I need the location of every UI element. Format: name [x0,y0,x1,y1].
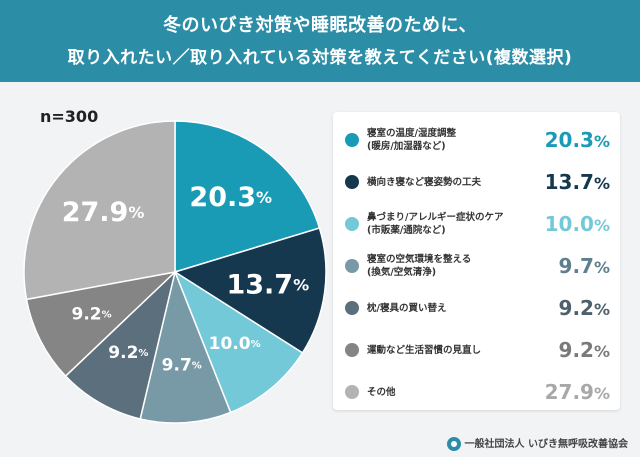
legend-label-6: 運動など生活習慣の見直し [367,345,482,356]
legend-label-3: 鼻づまり/アレルギー症状のケア (市販薬/通院など) [367,212,504,236]
organization-logo-icon [446,437,461,451]
pie-slice-1 [174,120,321,274]
pie-slice-label-7: 27.9% [62,197,145,228]
legend-label-5: 枕/寝具の買い替え [367,303,447,314]
pie-slice-label-6: 9.2% [72,305,112,325]
chart-title-line2: 取り入れたい／取り入れている対策を教えてください(複数選択) [67,48,573,68]
legend-label-1: 寝室の温度/湿度調整 (暖房/加湿器など) [367,128,456,152]
legend-swatch-3 [345,217,359,231]
footer-credit: 一般社団法人 いびき無呼吸改善協会 [446,435,628,451]
pie-slice-label-1: 20.3% [189,181,272,212]
pie-slice-2 [173,227,327,354]
pie-slice-label-3: 10.0% [209,334,261,354]
legend-swatch-7 [345,385,359,399]
legend-swatch-6 [345,343,359,357]
legend-label-7: その他 [367,387,396,398]
legend-swatch-1 [345,133,359,147]
legend-swatch-5 [345,301,359,315]
legend-panel: 寝室の温度/湿度調整 (暖房/加湿器など) 20.3% 横向き寝など寝姿勢の工夫 13.… [333,112,620,410]
legend-label-2: 横向き寝など寝姿勢の工夫 [367,177,482,188]
legend-item-5: 枕/寝具の買い替え 9.2% [333,288,620,330]
organization-name: 一般社団法人 いびき無呼吸改善協会 [464,439,628,450]
pie-slice-label-5: 9.2% [108,343,148,363]
pie-slice-7 [23,120,176,301]
sample-size-label: n=300 [40,107,99,126]
legend-item-3: 鼻づまり/アレルギー症状のケア (市販薬/通院など) 10.0% [333,204,620,246]
legend-swatch-2 [345,175,359,189]
pie-slice-label-2: 13.7% [226,269,309,300]
legend-value-1: 20.3% [544,128,610,152]
legend-swatch-4 [345,259,359,273]
pie-slice-6 [25,270,178,378]
legend-label-4: 寝室の空気環境を整える (換気/空気清浄) [367,254,472,278]
pie-slice-4 [139,269,232,424]
chart-header: 冬のいびき対策や睡眠改善のために、 取り入れたい／取り入れている対策を教えてくだ… [0,0,640,82]
legend-value-4: 9.7% [558,254,610,278]
legend-value-3: 10.0% [544,212,610,236]
pie-slice-3 [173,270,304,414]
legend-value-5: 9.2% [558,296,610,320]
pie-slice-label-4: 9.7% [162,355,202,375]
legend-value-6: 9.2% [558,338,610,362]
legend-item-4: 寝室の空気環境を整える (換気/空気清浄) 9.7% [333,246,620,288]
legend-item-2: 横向き寝など寝姿勢の工夫 13.7% [333,162,620,204]
legend-item-1: 寝室の温度/湿度調整 (暖房/加湿器など) 20.3% [333,120,620,162]
legend-item-6: 運動など生活習慣の見直し 9.2% [333,330,620,372]
pie-slice-5 [64,269,177,420]
legend-value-2: 13.7% [544,170,610,194]
chart-title-line1: 冬のいびき対策や睡眠改善のために、 [163,15,477,36]
legend-item-7: その他 27.9% [333,372,620,414]
legend-value-7: 27.9% [544,380,610,404]
